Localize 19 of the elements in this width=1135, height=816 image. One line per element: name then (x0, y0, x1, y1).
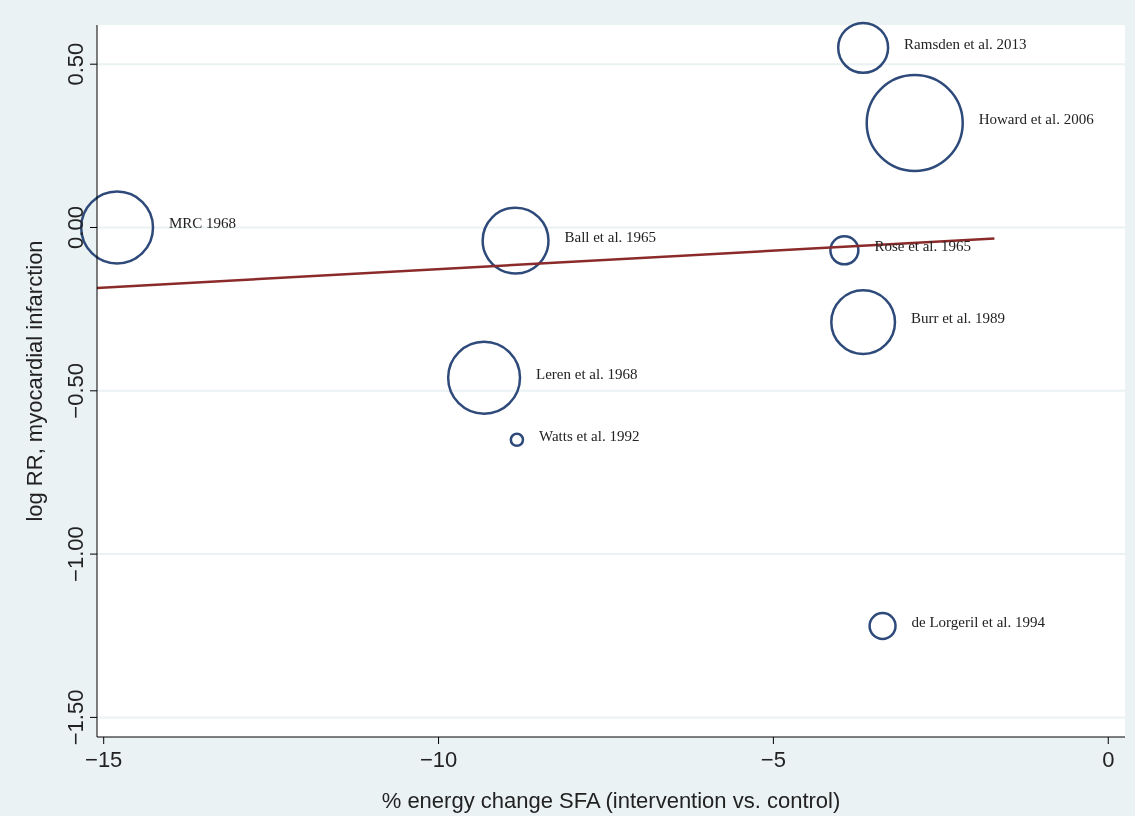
x-tick-label: −5 (760, 747, 786, 772)
annotation: Ramsden et al. 2013 (904, 35, 1027, 52)
x-tick-label: −10 (419, 747, 458, 772)
annotation: Howard et al. 2006 (978, 110, 1095, 127)
annotation: de Lorgeril et al. 1994 (911, 613, 1046, 630)
annotation: Burr et al. 1989 (910, 310, 1006, 327)
annotation: Leren et al. 1968 (536, 365, 638, 382)
y-tick-label: 0.50 (62, 42, 88, 86)
annotation: Ball et al. 1965 (564, 228, 657, 245)
y-tick-label: −1.00 (62, 526, 88, 582)
annotation: MRC 1968 (169, 215, 237, 232)
x-tick-label: −15 (85, 747, 123, 772)
y-tick-label: −1.50 (62, 689, 88, 746)
x-axis-title: % energy change SFA (intervention vs. control) (381, 788, 841, 813)
y-axis-title: log RR, myocardial infarction (22, 240, 47, 522)
y-tick-label: 0.00 (62, 206, 88, 249)
x-tick-label: 0 (1102, 747, 1115, 772)
annotation: Watts et al. 1992 (538, 427, 640, 444)
y-tick-label: −0.50 (62, 362, 88, 419)
